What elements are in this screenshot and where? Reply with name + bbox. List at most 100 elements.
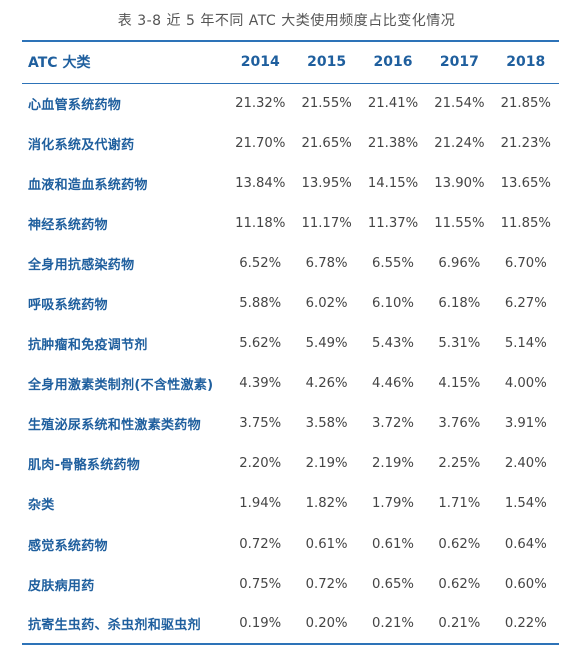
- row-category-name: 血液和造血系统药物: [28, 177, 148, 193]
- row-value-2018: 6.27%: [504, 296, 547, 312]
- row-value-2017: 0.21%: [426, 604, 493, 646]
- row-value-2016: 4.46%: [372, 376, 414, 392]
- row-value-2014: 6.52%: [239, 255, 282, 271]
- row-value-2014: 2.20%: [239, 456, 282, 472]
- table-row: 心血管系统药物 21.32% 21.55% 21.41% 21.54% 21.85%: [22, 83, 559, 123]
- row-category-name: 抗寄生虫药、杀虫剂和驱虫剂: [22, 604, 228, 646]
- table-row: 血液和造血系统药物 13.84% 13.95% 14.15% 13.90% 13.65%: [22, 163, 559, 203]
- row-value-2016: 0.21%: [359, 604, 427, 646]
- row-category-name: 神经系统药物: [28, 217, 108, 233]
- table-row: 生殖泌尿系统和性激素类药物 3.75% 3.58% 3.72% 3.76% 3.91%: [22, 404, 559, 444]
- row-category-name: 抗肿瘤和免疫调节剂: [28, 338, 148, 354]
- row-value-2015: 5.49%: [305, 336, 348, 352]
- row-value-2018: 0.64%: [504, 536, 547, 552]
- row-value-2016: 14.15%: [367, 175, 419, 191]
- row-value-2017: 13.90%: [434, 175, 485, 191]
- row-value-2016: 0.65%: [372, 576, 414, 592]
- header-year-2016: 2016: [359, 40, 427, 84]
- table-header: ATC 大类 2014 2015 2016 2017 2018: [22, 40, 559, 84]
- table-row: 神经系统药物 11.18% 11.17% 11.37% 11.55% 11.85%: [22, 203, 559, 243]
- row-value-2016: 5.43%: [372, 336, 414, 352]
- atc-usage-table: ATC 大类 2014 2015 2016 2017 2018 心血管系统药物 2…: [22, 40, 559, 646]
- row-value-2018: 2.40%: [504, 456, 547, 472]
- row-value-2014: 13.84%: [235, 175, 286, 191]
- row-value-2015: 0.61%: [305, 536, 348, 552]
- row-category-name: 皮肤病用药: [28, 578, 95, 594]
- row-value-2018: 21.85%: [500, 95, 551, 111]
- row-category-name: 消化系统及代谢药: [28, 137, 135, 153]
- row-value-2018: 4.00%: [504, 376, 547, 392]
- row-value-2014: 1.94%: [239, 496, 282, 512]
- table-row: 杂类 1.94% 1.82% 1.79% 1.71% 1.54%: [22, 484, 559, 524]
- row-value-2015: 6.78%: [305, 255, 348, 271]
- row-value-2018: 0.22%: [492, 604, 559, 646]
- row-value-2015: 21.65%: [301, 135, 352, 151]
- row-value-2017: 2.25%: [438, 456, 481, 472]
- header-atc-category: ATC 大类: [22, 40, 228, 84]
- table-row: 肌肉-骨骼系统药物 2.20% 2.19% 2.19% 2.25% 2.40%: [22, 444, 559, 484]
- table-row: 消化系统及代谢药 21.70% 21.65% 21.38% 21.24% 21.23%: [22, 123, 559, 163]
- row-value-2016: 1.79%: [372, 496, 414, 512]
- row-value-2014: 21.32%: [235, 95, 286, 111]
- table-row: 抗肿瘤和免疫调节剂 5.62% 5.49% 5.43% 5.31% 5.14%: [22, 324, 559, 364]
- table-caption: 表 3-8 近 5 年不同 ATC 大类使用频度占比变化情况: [117, 13, 456, 29]
- header-year-2017: 2017: [426, 40, 493, 84]
- header-year-2014: 2014: [227, 40, 294, 84]
- row-value-2014: 0.19%: [227, 604, 294, 646]
- header-year-2018: 2018: [492, 40, 559, 84]
- row-value-2014: 5.62%: [239, 336, 282, 352]
- row-category-name: 全身用激素类制剂(不含性激素): [28, 378, 214, 394]
- table-row: 皮肤病用药 0.75% 0.72% 0.65% 0.62% 0.60%: [22, 564, 559, 604]
- row-value-2017: 3.76%: [438, 416, 481, 432]
- row-value-2015: 6.02%: [305, 296, 348, 312]
- row-value-2017: 6.18%: [438, 296, 481, 312]
- row-value-2018: 11.85%: [500, 215, 551, 231]
- row-value-2016: 0.61%: [372, 536, 414, 552]
- row-value-2018: 13.65%: [500, 175, 551, 191]
- row-value-2018: 3.91%: [504, 416, 547, 432]
- row-value-2015: 0.20%: [293, 604, 360, 646]
- row-value-2016: 21.38%: [367, 135, 419, 151]
- row-value-2018: 0.60%: [504, 576, 547, 592]
- row-value-2017: 1.71%: [438, 496, 481, 512]
- row-value-2016: 6.55%: [372, 255, 414, 271]
- row-value-2015: 4.26%: [305, 376, 348, 392]
- table-row: 感觉系统药物 0.72% 0.61% 0.61% 0.62% 0.64%: [22, 524, 559, 564]
- row-value-2017: 4.15%: [438, 376, 481, 392]
- table-row: 呼吸系统药物 5.88% 6.02% 6.10% 6.18% 6.27%: [22, 283, 559, 323]
- row-value-2017: 21.54%: [434, 95, 485, 111]
- row-category-name: 生殖泌尿系统和性激素类药物: [28, 418, 201, 434]
- row-category-name: 心血管系统药物: [28, 97, 122, 113]
- row-value-2014: 0.72%: [239, 536, 282, 552]
- row-value-2017: 11.55%: [434, 215, 485, 231]
- row-value-2017: 5.31%: [438, 336, 481, 352]
- row-value-2018: 6.70%: [504, 255, 547, 271]
- row-value-2014: 3.75%: [239, 416, 282, 432]
- row-value-2015: 11.17%: [301, 215, 352, 231]
- row-value-2015: 1.82%: [305, 496, 348, 512]
- row-category-name: 全身用抗感染药物: [28, 257, 135, 273]
- atc-usage-table-container: ATC 大类 2014 2015 2016 2017 2018 心血管系统药物 2…: [22, 40, 559, 646]
- row-value-2017: 0.62%: [438, 576, 481, 592]
- row-category-name: 呼吸系统药物: [28, 298, 108, 314]
- row-value-2015: 3.58%: [305, 416, 348, 432]
- row-value-2015: 2.19%: [305, 456, 348, 472]
- row-category-name: 杂类: [28, 498, 55, 514]
- row-value-2014: 11.18%: [235, 215, 286, 231]
- row-value-2016: 11.37%: [367, 215, 419, 231]
- row-value-2014: 21.70%: [235, 135, 286, 151]
- row-value-2014: 0.75%: [239, 576, 282, 592]
- header-row: ATC 大类 2014 2015 2016 2017 2018: [22, 40, 559, 84]
- header-year-2015: 2015: [293, 40, 360, 84]
- row-value-2016: 2.19%: [372, 456, 414, 472]
- row-value-2017: 6.96%: [438, 255, 481, 271]
- row-value-2014: 4.39%: [239, 376, 282, 392]
- row-value-2018: 5.14%: [504, 336, 547, 352]
- row-value-2014: 5.88%: [239, 296, 282, 312]
- row-value-2016: 6.10%: [372, 296, 414, 312]
- row-value-2015: 21.55%: [301, 95, 352, 111]
- row-value-2018: 21.23%: [500, 135, 551, 151]
- row-category-name: 感觉系统药物: [28, 538, 108, 554]
- row-value-2017: 0.62%: [438, 536, 481, 552]
- row-value-2015: 0.72%: [305, 576, 348, 592]
